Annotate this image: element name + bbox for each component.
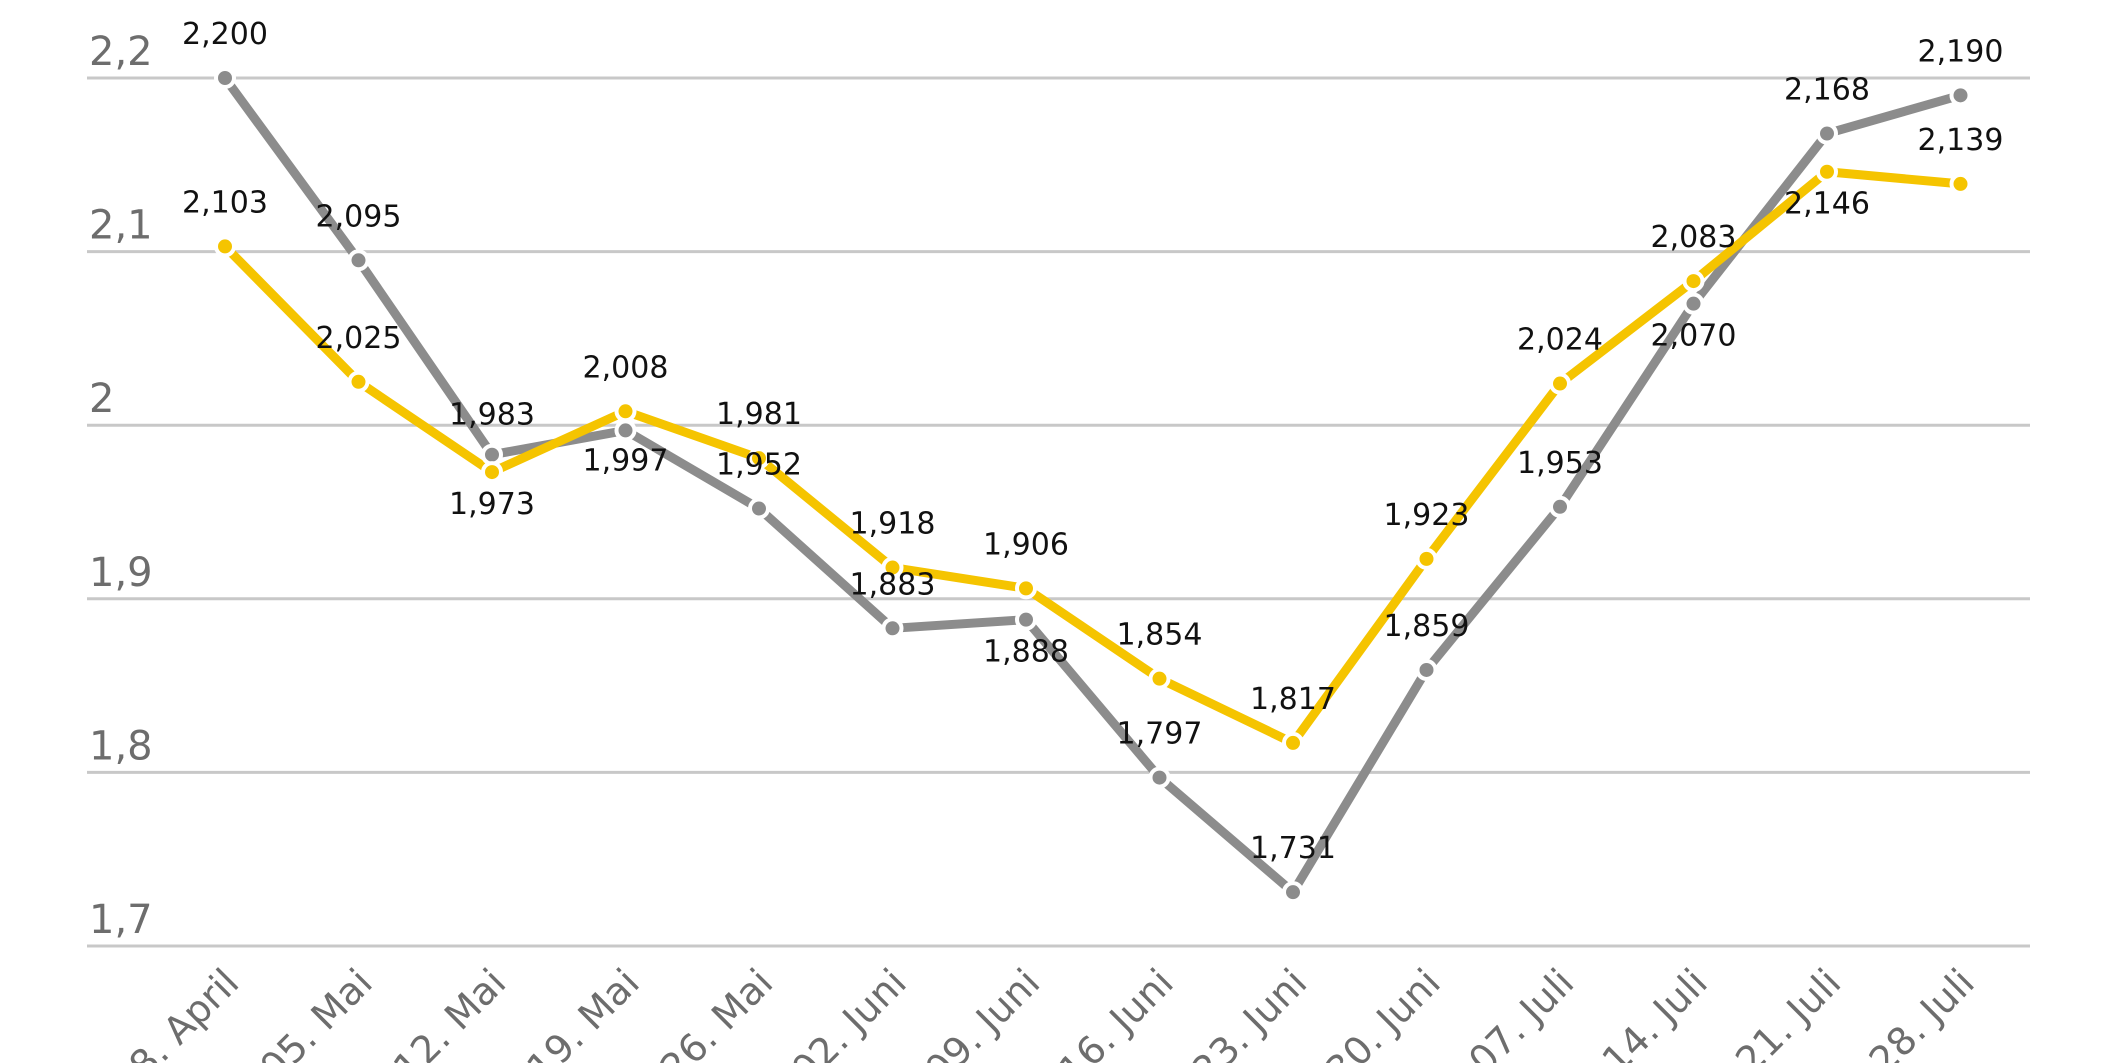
x-tick-label: 07. Juli bbox=[1460, 960, 1582, 1063]
yellow-data-point bbox=[1816, 160, 1838, 183]
x-tick-label: 16. Juni bbox=[1050, 960, 1182, 1063]
yellow-data-point bbox=[1549, 372, 1571, 395]
gray-data-label: 1,797 bbox=[1117, 717, 1203, 752]
gray-data-point bbox=[1682, 292, 1705, 315]
gray-data-point bbox=[748, 497, 770, 520]
gray-data-point bbox=[347, 249, 370, 272]
gray-data-label: 1,983 bbox=[449, 398, 535, 433]
gray-data-point bbox=[1015, 608, 1037, 631]
yellow-data-label: 2,139 bbox=[1918, 123, 2004, 158]
yellow-series-line bbox=[220, 167, 1965, 748]
yellow-data-point bbox=[881, 556, 904, 579]
gray-data-label: 1,952 bbox=[716, 448, 802, 483]
gray-data-label: 1,731 bbox=[1250, 831, 1336, 866]
yellow-data-label: 1,854 bbox=[1117, 618, 1203, 653]
yellow-data-point bbox=[214, 235, 236, 258]
y-tick-label: 2,2 bbox=[89, 29, 153, 75]
yellow-data-label: 1,981 bbox=[716, 397, 802, 432]
yellow-data-label: 1,923 bbox=[1384, 498, 1470, 533]
gray-data-label: 1,888 bbox=[983, 635, 1069, 670]
y-tick-label: 2,1 bbox=[89, 203, 153, 249]
yellow-data-label: 1,973 bbox=[449, 487, 535, 522]
gray-data-label: 2,200 bbox=[182, 17, 268, 52]
yellow-data-label: 2,024 bbox=[1517, 323, 1603, 358]
x-tick-label: 30. Juni bbox=[1317, 960, 1449, 1063]
gray-data-point bbox=[1816, 122, 1838, 145]
yellow-data-point bbox=[481, 461, 503, 484]
y-tick-label: 1,8 bbox=[89, 723, 153, 769]
y-tick-label: 2 bbox=[89, 376, 114, 422]
x-tick-label: 14. Juli bbox=[1594, 960, 1716, 1063]
gray-data-point bbox=[881, 617, 904, 640]
gray-data-point bbox=[1415, 658, 1438, 681]
yellow-data-point bbox=[1282, 731, 1304, 754]
gray-data-point bbox=[481, 443, 503, 466]
yellow-data-point bbox=[1015, 577, 1037, 600]
yellow-data-label: 2,025 bbox=[316, 321, 402, 356]
yellow-data-label: 2,146 bbox=[1784, 187, 1870, 222]
gray-data-label: 2,070 bbox=[1651, 319, 1737, 354]
gray-data-point bbox=[1949, 84, 1972, 107]
yellow-data-label: 1,918 bbox=[850, 507, 936, 542]
gray-series-line bbox=[220, 73, 1965, 897]
gray-data-point bbox=[214, 67, 236, 89]
gray-data-point bbox=[1148, 766, 1171, 789]
gray-data-label: 2,168 bbox=[1784, 73, 1870, 108]
x-tick-label: 28. April bbox=[104, 960, 248, 1063]
gray-data-label: 1,883 bbox=[850, 567, 936, 602]
yellow-data-label: 2,008 bbox=[583, 350, 669, 385]
yellow-data-point bbox=[1682, 270, 1705, 293]
y-tick-label: 1,9 bbox=[89, 550, 153, 596]
gray-data-point bbox=[1282, 881, 1304, 904]
x-tick-label: 23. Juni bbox=[1184, 960, 1316, 1063]
yellow-data-label: 1,817 bbox=[1250, 682, 1336, 717]
x-tick-label: 21. Juli bbox=[1727, 960, 1849, 1063]
x-tick-label: 28. Juli bbox=[1861, 960, 1983, 1063]
yellow-data-point bbox=[1949, 172, 1972, 195]
yellow-data-point bbox=[1415, 547, 1438, 570]
yellow-data-point bbox=[1148, 667, 1171, 690]
gray-data-label: 1,859 bbox=[1384, 609, 1470, 644]
yellow-data-point bbox=[614, 400, 637, 423]
gray-data-label: 1,997 bbox=[583, 443, 669, 478]
x-tick-label: 02. Juni bbox=[783, 960, 915, 1063]
yellow-data-label: 2,103 bbox=[182, 185, 268, 220]
gray-data-label: 1,953 bbox=[1517, 446, 1603, 481]
yellow-data-label: 1,906 bbox=[983, 527, 1069, 562]
x-tick-label: 09. Juni bbox=[917, 960, 1049, 1063]
gray-data-point bbox=[614, 419, 637, 442]
gray-data-point bbox=[1549, 495, 1571, 518]
y-tick-label: 1,7 bbox=[89, 897, 153, 943]
gray-data-label: 2,190 bbox=[1918, 34, 2004, 69]
yellow-data-point bbox=[347, 370, 370, 393]
x-tick-label: 12. Mai bbox=[385, 960, 515, 1063]
yellow-data-point bbox=[748, 447, 770, 470]
x-tick-label: 05. Mai bbox=[251, 960, 381, 1063]
yellow-data-label: 2,083 bbox=[1651, 220, 1737, 255]
gray-data-label: 2,095 bbox=[316, 199, 402, 234]
x-tick-label: 19. Mai bbox=[518, 960, 648, 1063]
x-tick-label: 26. Mai bbox=[652, 960, 782, 1063]
